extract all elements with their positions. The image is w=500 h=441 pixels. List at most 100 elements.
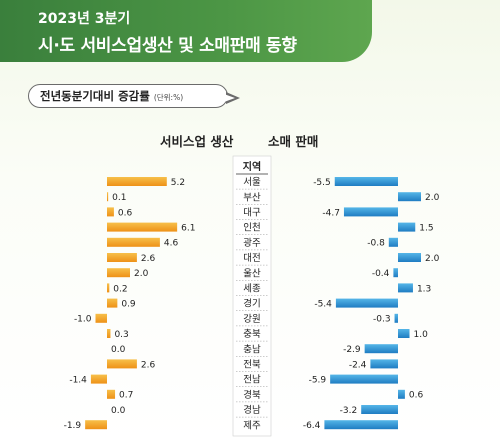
retail-value-label: -2.9 (343, 345, 361, 355)
service-value-label: 0.9 (121, 300, 136, 310)
subtitle-unit: (단위:%) (153, 93, 184, 102)
retail-bar (398, 389, 405, 399)
region-label: 울산 (243, 268, 261, 279)
retail-bars: -5.5 2.0 -4.7 1.5 -0.8 2.0 -0.4 1.3 -5.4 -0.3 1.0 -… (303, 177, 440, 431)
retail-bar (364, 344, 398, 354)
service-value-label: 0.2 (113, 284, 127, 294)
region-header-label: 지역 (243, 160, 261, 173)
service-bar (95, 313, 107, 323)
region-label: 대전 (243, 253, 260, 264)
region-column-background (232, 155, 272, 437)
service-bar (107, 207, 114, 217)
service-value-label: 4.6 (164, 239, 179, 249)
region-label: 대구 (243, 208, 261, 219)
service-bar (107, 237, 160, 247)
service-bar (107, 253, 137, 262)
retail-value-label: -0.3 (373, 315, 391, 325)
retail-value-label: 2.0 (425, 254, 440, 264)
service-value-label: 0.3 (114, 330, 128, 340)
service-bar (107, 283, 110, 293)
retail-value-label: -5.4 (314, 300, 332, 310)
subtitle-label: 전년동분기대비 증감률 (40, 89, 150, 103)
region-label: 강원 (243, 314, 260, 325)
retail-bar (388, 237, 398, 247)
service-value-label: 0.7 (119, 391, 133, 401)
header-banner: 2023년 3분기 시·도 서비스업생산 및 소매판매 동향 (0, 0, 372, 62)
region-label: 경기 (243, 298, 260, 310)
service-bar (107, 192, 109, 202)
service-value-label: -1.4 (69, 376, 87, 386)
retail-bar (394, 313, 398, 323)
service-value-label: 0.0 (111, 406, 126, 416)
service-series-title: 서비스업 생산 (160, 134, 234, 149)
retail-bar (335, 298, 398, 308)
retail-bar (398, 222, 416, 232)
service-value-label: 2.6 (141, 360, 156, 370)
retail-value-label: 1.3 (417, 284, 431, 294)
service-bar (107, 268, 130, 278)
retail-bar (393, 268, 398, 278)
service-value-label: 2.6 (141, 254, 156, 264)
region-label: 광주 (243, 237, 261, 249)
service-bar (107, 177, 167, 186)
retail-value-label: -3.2 (340, 406, 358, 416)
retail-bar (398, 329, 410, 338)
region-label: 서울 (243, 177, 261, 188)
retail-bar (370, 359, 398, 369)
retail-bar (398, 283, 413, 293)
service-value-label: 0.1 (112, 193, 126, 203)
service-bar (107, 359, 137, 369)
retail-bar (334, 177, 398, 186)
service-bar (107, 389, 116, 399)
retail-bar (343, 207, 398, 217)
retail-value-label: 2.0 (425, 193, 440, 203)
retail-series-title: 소매 판매 (268, 134, 319, 149)
subtitle-speech-bubble: 전년동분기대비 증감률 (단위:%) (28, 84, 240, 114)
retail-value-label: 0.6 (409, 391, 424, 401)
service-bar (107, 298, 118, 308)
region-label: 전남 (243, 375, 261, 386)
region-label: 세종 (243, 284, 261, 295)
service-bars: 5.2 0.1 0.6 6.14.6 2.6 2.0 0.2 0.9 -1.0 0.3 0.0 2.6… (64, 177, 195, 431)
bubble-tail-inner (224, 94, 235, 102)
retail-bar (398, 253, 421, 262)
header-year-label: 2023년 3분기 (38, 11, 131, 27)
retail-bar (324, 420, 398, 430)
bubble-body (28, 84, 228, 108)
retail-value-label: -2.4 (349, 360, 367, 370)
retail-bar (398, 192, 421, 202)
region-label: 제주 (243, 420, 261, 431)
region-label: 부산 (243, 192, 261, 203)
retail-value-label: -0.8 (367, 239, 385, 249)
service-bar (107, 222, 178, 232)
retail-bar (330, 374, 398, 384)
retail-value-label: -4.7 (322, 208, 340, 218)
service-value-label: -1.0 (74, 315, 92, 325)
retail-value-label: -6.4 (303, 421, 321, 431)
retail-value-label: -5.5 (313, 178, 331, 188)
retail-value-label: -0.4 (372, 269, 390, 279)
region-label: 경북 (243, 389, 261, 401)
service-bar (107, 329, 111, 338)
service-value-label: 5.2 (171, 178, 185, 188)
region-label: 인천 (243, 223, 260, 234)
region-label: 경남 (243, 404, 261, 416)
region-label: 충남 (243, 344, 261, 355)
service-value-label: 2.0 (134, 269, 149, 279)
region-label: 전북 (243, 360, 261, 371)
retail-value-label: 1.0 (414, 330, 429, 340)
service-value-label: 0.0 (111, 345, 126, 355)
region-label: 충북 (243, 329, 261, 340)
service-value-label: 0.6 (118, 208, 133, 218)
retail-value-label: -5.9 (309, 376, 327, 386)
retail-value-label: 1.5 (419, 224, 433, 234)
service-value-label: 6.1 (181, 224, 195, 234)
service-value-label: -1.9 (64, 421, 82, 431)
page-title: 시·도 서비스업생산 및 소매판매 동향 (38, 36, 297, 56)
service-bar (90, 374, 107, 384)
retail-bar (361, 405, 398, 414)
subtitle-text: 전년동분기대비 증감률 (단위:%) (40, 88, 183, 104)
service-bar (85, 420, 107, 430)
